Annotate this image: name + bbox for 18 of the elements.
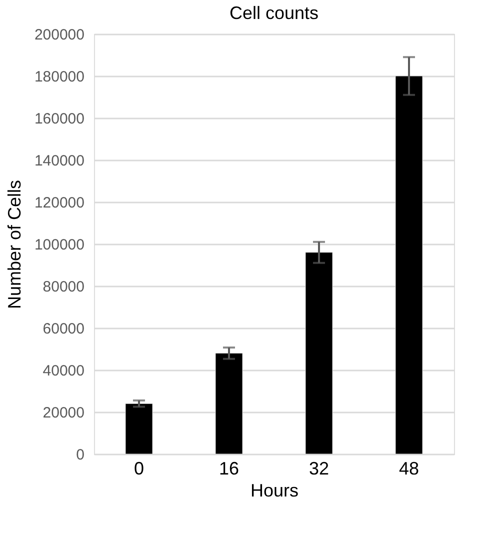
y-tick-label: 40000: [42, 362, 84, 380]
y-tick-label: 120000: [34, 194, 84, 212]
x-tick-label: 32: [308, 458, 330, 478]
y-tick-label: 20000: [42, 404, 84, 422]
y-tick-label: 0: [76, 446, 84, 464]
y-tick-label: 180000: [34, 68, 84, 86]
y-tick-label: 200000: [34, 26, 84, 44]
x-tick-label: 16: [218, 458, 240, 478]
y-tick-label: 100000: [34, 236, 84, 254]
y-tick-label: 140000: [34, 152, 84, 170]
x-tick-label: 0: [134, 458, 144, 478]
y-tick-label: 80000: [42, 278, 84, 296]
chart-title: Cell counts: [229, 3, 319, 23]
y-axis-title: Number of Cells: [4, 180, 24, 310]
x-axis-title: Hours: [250, 480, 299, 500]
x-tick-label: 48: [398, 458, 420, 478]
y-tick-label: 160000: [34, 110, 84, 128]
y-tick-label: 60000: [42, 320, 84, 338]
